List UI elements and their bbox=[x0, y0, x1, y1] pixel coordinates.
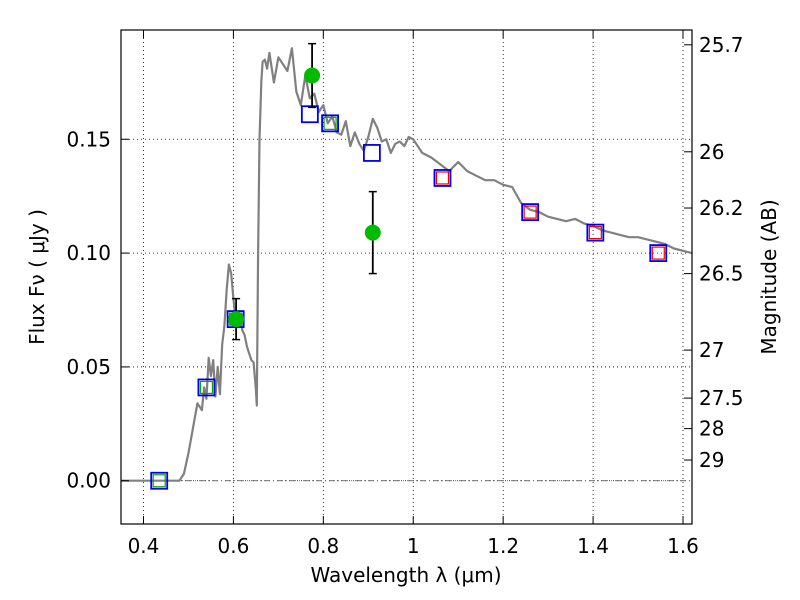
y-tick-label: 0.10 bbox=[66, 241, 111, 265]
red-square-marker bbox=[523, 205, 537, 219]
grid bbox=[121, 30, 692, 524]
blue-square-marker bbox=[197, 378, 216, 397]
green-square-marker bbox=[323, 116, 337, 130]
x-axis-label: Wavelength λ (μm) bbox=[310, 563, 501, 587]
blue-square-marker bbox=[321, 114, 339, 133]
blue-square-marker bbox=[362, 144, 381, 162]
x-tick-label: 1.4 bbox=[577, 534, 609, 558]
plot-content bbox=[121, 42, 692, 490]
x-tick-label: 1 bbox=[407, 534, 420, 558]
tick-labels: 0.4 0.6 0.8 1 1.2 1.4 1.6 0.00 0.05 0.10 0.15 25.7 2… bbox=[66, 33, 743, 558]
blue-square-marker bbox=[433, 169, 452, 187]
mag-tick-label: 26 bbox=[699, 140, 724, 164]
y-tick-label: 0.00 bbox=[66, 469, 111, 493]
blue-square-marker bbox=[300, 105, 319, 124]
blue-square-marker bbox=[649, 244, 668, 262]
red-square-marker bbox=[588, 226, 602, 240]
green-square-marker bbox=[152, 474, 166, 488]
x-tick-label: 0.4 bbox=[128, 534, 160, 558]
mag-tick-label: 25.7 bbox=[699, 33, 744, 57]
green-square-marker bbox=[199, 380, 214, 395]
x-tick-label: 1.2 bbox=[487, 534, 519, 558]
y-tick-label: 0.05 bbox=[66, 355, 111, 379]
mag-tick-label: 27.5 bbox=[699, 386, 744, 410]
y-tick-label: 0.15 bbox=[66, 127, 111, 151]
green-data-point bbox=[364, 224, 381, 241]
mag-tick-label: 29 bbox=[699, 448, 724, 472]
x-tick-label: 1.6 bbox=[667, 534, 699, 558]
y-axis-label: Flux Fν ( μJy ) bbox=[25, 209, 49, 345]
mag-tick-label: 26.5 bbox=[699, 262, 744, 286]
green-data-point bbox=[304, 67, 321, 84]
mag-tick-label: 28 bbox=[699, 417, 724, 441]
blue-square-marker bbox=[521, 203, 540, 222]
red-square-marker bbox=[651, 246, 665, 260]
red-square-marker bbox=[435, 171, 450, 185]
plot-background bbox=[121, 30, 692, 524]
mag-tick-label: 26.2 bbox=[699, 196, 744, 220]
plot-frame bbox=[120, 29, 693, 525]
mag-tick-label: 27 bbox=[699, 338, 724, 362]
y-axis-right-label: Magnitude (AB) bbox=[757, 199, 781, 354]
model-spectrum-line bbox=[121, 47, 692, 482]
ticks bbox=[121, 30, 692, 524]
green-data-point bbox=[228, 311, 245, 328]
x-tick-label: 0.6 bbox=[217, 534, 249, 558]
blue-square-marker bbox=[150, 471, 169, 490]
blue-square-marker bbox=[586, 223, 605, 242]
x-tick-label: 0.8 bbox=[307, 534, 339, 558]
